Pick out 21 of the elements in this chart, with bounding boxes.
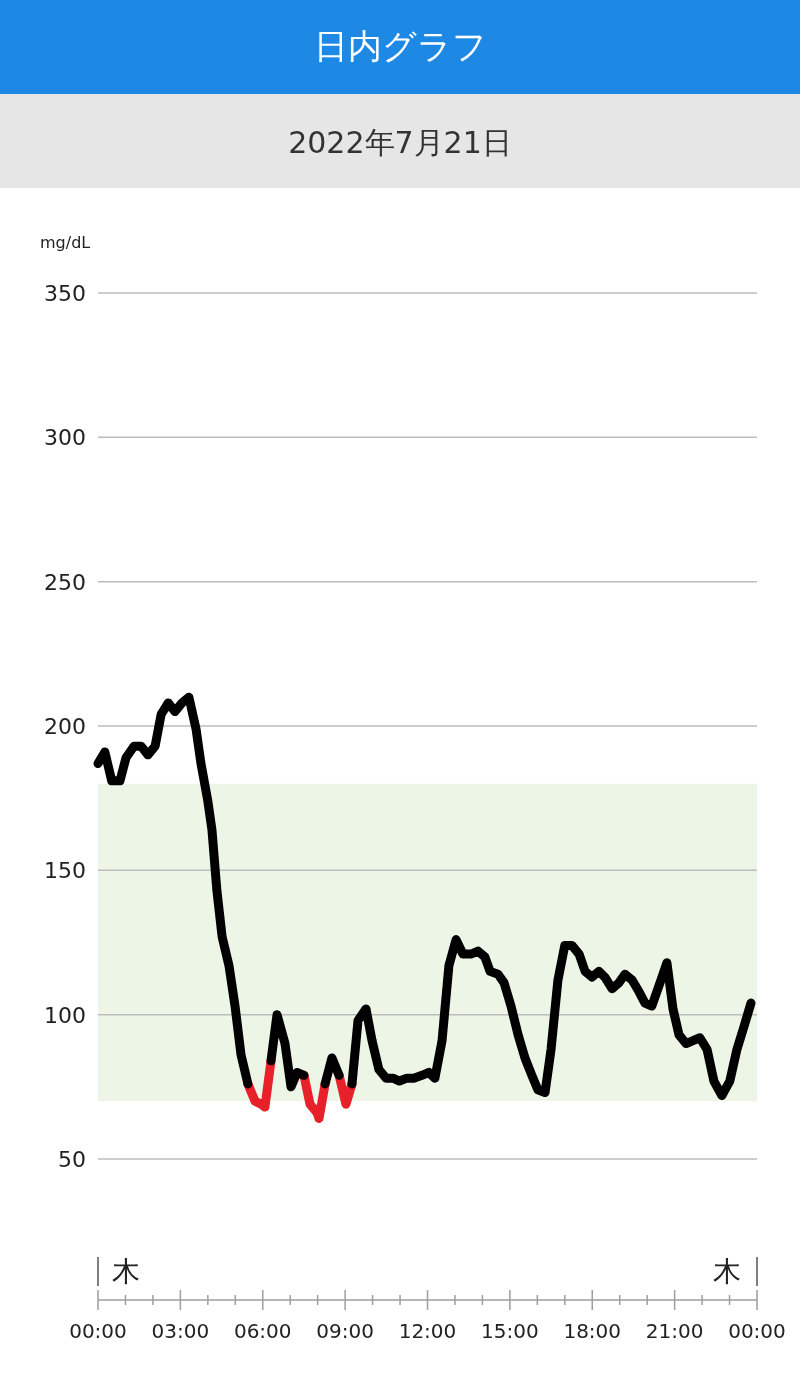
ref-line-label: 木 (112, 1255, 140, 1288)
y-tick-label: 150 (44, 858, 86, 884)
x-tick-label: 00:00 (728, 1319, 786, 1343)
y-tick-label: 300 (44, 425, 86, 451)
x-tick-label: 18:00 (563, 1319, 622, 1343)
y-tick-label: 50 (58, 1147, 86, 1172)
x-tick-label: 00:00 (69, 1319, 127, 1343)
y-tick-label: 200 (44, 714, 86, 739)
y-tick-label: 350 (44, 281, 86, 306)
y-axis-title: mg/dL (40, 233, 91, 252)
x-tick-label: 09:00 (316, 1319, 374, 1343)
chart-title: 日内グラフ (313, 26, 487, 66)
x-tick-label: 03:00 (151, 1319, 210, 1343)
y-tick-label: 100 (44, 1002, 86, 1028)
x-tick-label: 12:00 (398, 1319, 457, 1343)
y-tick-label: 250 (44, 569, 86, 595)
x-tick-label: 06:00 (233, 1319, 292, 1343)
chart-subtitle: 2022年7月21日 (288, 125, 512, 160)
x-tick-label: 21:00 (645, 1319, 704, 1343)
x-tick-label: 15:00 (481, 1319, 539, 1343)
ref-line-label: 木 (713, 1255, 741, 1288)
